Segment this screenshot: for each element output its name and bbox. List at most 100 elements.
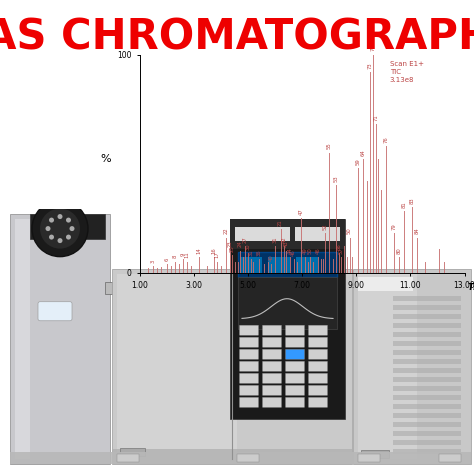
Text: 17: 17 — [214, 252, 219, 258]
Bar — [393, 422, 461, 427]
FancyBboxPatch shape — [263, 361, 282, 371]
Text: 23: 23 — [227, 241, 232, 247]
Text: 46: 46 — [291, 249, 296, 256]
FancyBboxPatch shape — [239, 374, 258, 383]
Circle shape — [57, 238, 63, 243]
FancyBboxPatch shape — [239, 361, 258, 371]
Text: 21: 21 — [278, 219, 283, 226]
Bar — [393, 431, 461, 436]
Text: 27: 27 — [243, 237, 248, 243]
Bar — [361, 450, 389, 458]
FancyBboxPatch shape — [309, 325, 328, 335]
Point — [229, 271, 235, 276]
Bar — [238, 252, 337, 277]
Text: 22: 22 — [224, 228, 229, 235]
Circle shape — [66, 218, 71, 223]
Bar — [393, 377, 461, 382]
Bar — [358, 454, 380, 462]
Bar — [393, 350, 461, 355]
Text: Time: Time — [468, 283, 474, 292]
FancyBboxPatch shape — [309, 374, 328, 383]
Bar — [393, 413, 461, 418]
FancyBboxPatch shape — [239, 325, 258, 335]
FancyBboxPatch shape — [285, 361, 304, 371]
Text: 59: 59 — [355, 158, 360, 164]
Bar — [295, 227, 340, 241]
FancyBboxPatch shape — [239, 349, 258, 359]
Circle shape — [32, 201, 88, 256]
Circle shape — [49, 235, 54, 239]
Text: 50: 50 — [308, 247, 313, 254]
FancyBboxPatch shape — [263, 349, 282, 359]
FancyBboxPatch shape — [263, 397, 282, 407]
FancyBboxPatch shape — [239, 385, 258, 395]
Bar — [296, 256, 318, 273]
FancyBboxPatch shape — [10, 214, 110, 464]
Bar — [358, 273, 417, 459]
FancyBboxPatch shape — [239, 337, 258, 347]
Text: 42: 42 — [281, 237, 286, 243]
Bar — [237, 454, 259, 462]
Circle shape — [66, 235, 71, 239]
FancyBboxPatch shape — [38, 302, 72, 321]
Bar — [10, 452, 471, 464]
Bar — [230, 219, 345, 249]
Text: 24: 24 — [238, 241, 243, 247]
FancyBboxPatch shape — [309, 385, 328, 395]
Text: 36: 36 — [256, 250, 261, 256]
Text: GAS CHROMATOGRAPHY: GAS CHROMATOGRAPHY — [0, 17, 474, 59]
FancyBboxPatch shape — [263, 385, 282, 395]
FancyBboxPatch shape — [263, 325, 282, 335]
Circle shape — [46, 226, 51, 231]
Bar — [393, 341, 461, 346]
Text: 16: 16 — [212, 247, 217, 254]
Bar — [358, 277, 413, 291]
Bar — [393, 440, 461, 445]
Text: 49: 49 — [302, 247, 307, 254]
Bar — [117, 273, 237, 459]
FancyBboxPatch shape — [309, 361, 328, 371]
Text: 81: 81 — [401, 201, 406, 208]
Point — [229, 456, 235, 462]
Text: 83: 83 — [409, 197, 414, 204]
Bar — [393, 296, 461, 301]
FancyBboxPatch shape — [263, 374, 282, 383]
Text: 11: 11 — [185, 252, 190, 258]
Bar — [235, 227, 290, 241]
FancyBboxPatch shape — [263, 337, 282, 347]
Text: 25: 25 — [230, 245, 235, 252]
Text: 80: 80 — [397, 247, 401, 254]
FancyBboxPatch shape — [285, 397, 304, 407]
FancyBboxPatch shape — [285, 337, 304, 347]
FancyBboxPatch shape — [285, 349, 304, 359]
Bar — [353, 269, 471, 464]
Circle shape — [49, 218, 54, 223]
Text: 52: 52 — [323, 223, 328, 230]
Bar — [238, 277, 337, 329]
Bar — [393, 368, 461, 373]
Text: 30: 30 — [246, 243, 251, 250]
FancyBboxPatch shape — [309, 337, 328, 347]
FancyBboxPatch shape — [285, 325, 304, 335]
Bar — [117, 454, 139, 462]
Bar — [393, 314, 461, 319]
FancyBboxPatch shape — [285, 374, 304, 383]
Bar — [120, 448, 145, 456]
Text: 31: 31 — [248, 250, 253, 256]
Bar — [112, 269, 352, 464]
Text: 84: 84 — [415, 228, 419, 235]
Bar — [393, 305, 461, 310]
Circle shape — [70, 226, 74, 231]
Bar — [393, 332, 461, 337]
Text: 79: 79 — [392, 223, 397, 230]
Bar — [30, 214, 105, 238]
Text: 9: 9 — [181, 253, 186, 256]
Text: 43: 43 — [284, 241, 289, 247]
Bar — [393, 386, 461, 391]
Bar — [393, 404, 461, 409]
Bar — [268, 256, 290, 273]
Circle shape — [57, 214, 63, 219]
Text: 3: 3 — [151, 259, 156, 263]
Text: 53: 53 — [334, 175, 338, 182]
Text: 44: 44 — [288, 247, 292, 254]
